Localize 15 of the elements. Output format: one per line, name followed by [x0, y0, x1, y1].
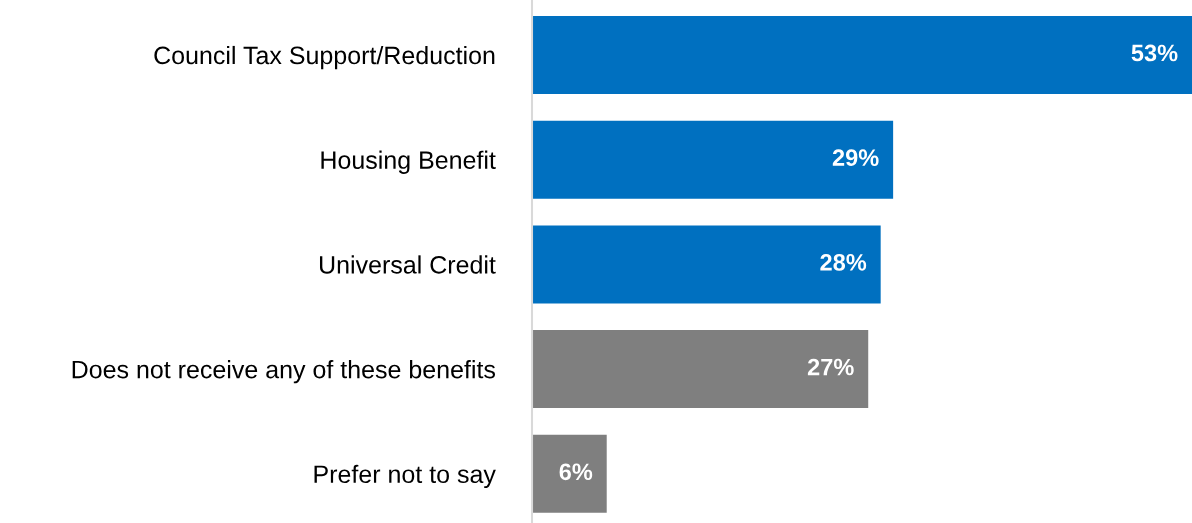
y-tick-label: Housing Benefit [321, 150, 496, 174]
y-tick-label: Prefer not to say [314, 464, 496, 489]
data-label: 6% [559, 463, 593, 481]
bar [532, 225, 881, 304]
bar [532, 15, 1192, 94]
data-label: 27% [807, 358, 854, 376]
data-label: 28% [820, 254, 867, 271]
bar [532, 330, 869, 409]
y-tick-label: Universal Credit [319, 255, 496, 274]
data-label: 53% [1131, 44, 1178, 62]
bar [532, 120, 894, 199]
y-tick-label: Does not receive any of these benefits [72, 360, 496, 384]
bar [532, 434, 607, 513]
y-tick-label: Council Tax Support/Reduction [154, 45, 495, 70]
data-label: 29% [832, 149, 879, 167]
